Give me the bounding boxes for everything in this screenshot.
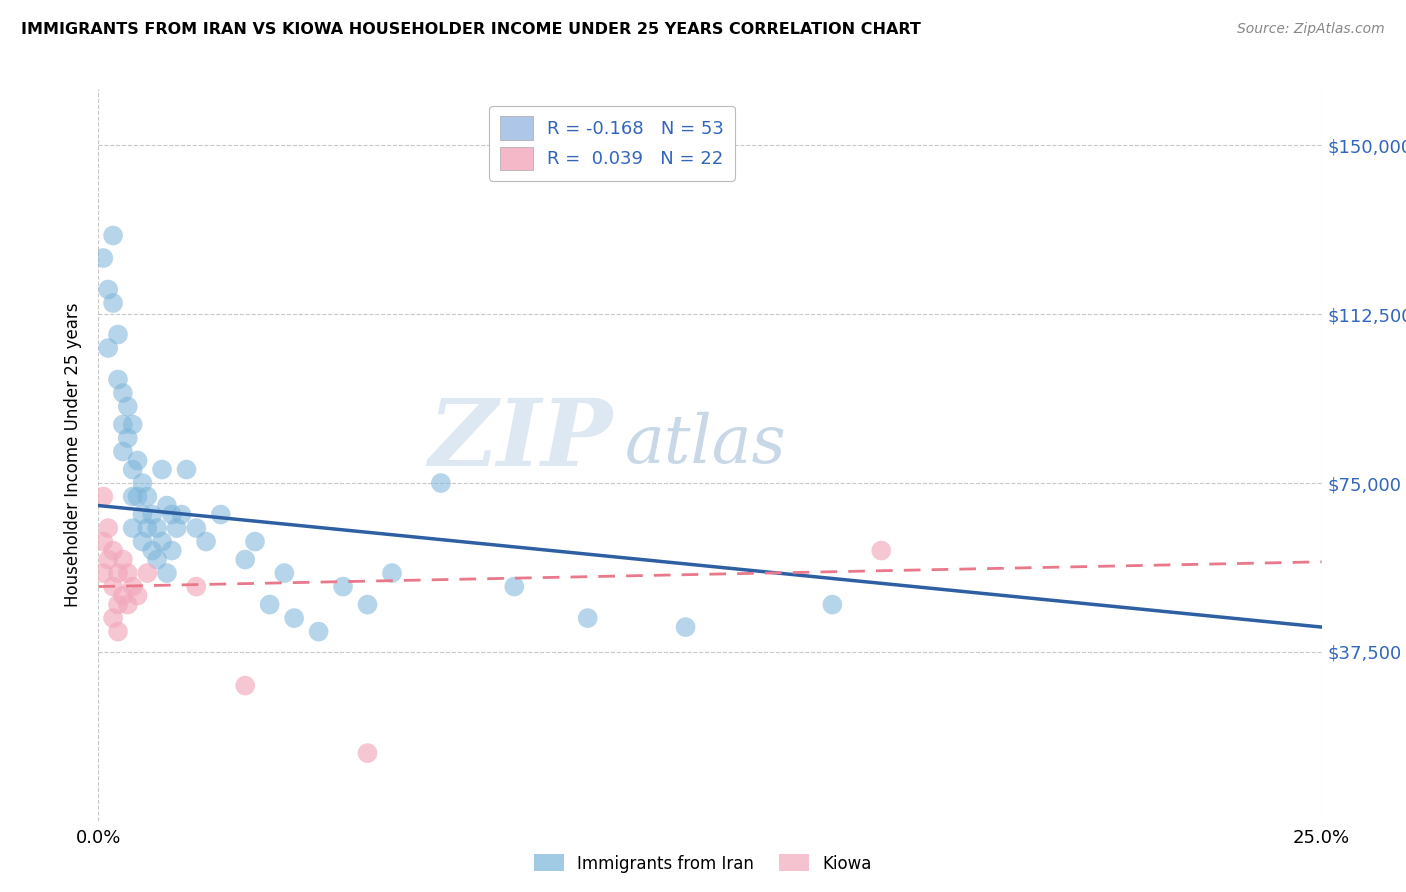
Point [127, 589, 149, 603]
Point [121, 490, 143, 504]
Point [308, 624, 330, 639]
Point [107, 372, 129, 386]
Point [160, 508, 183, 522]
Point [101, 296, 124, 310]
Point [136, 566, 159, 580]
Point [503, 580, 526, 594]
Point [283, 611, 305, 625]
Point [97, 341, 120, 355]
Point [356, 598, 378, 612]
Point [101, 580, 124, 594]
Point [121, 580, 143, 594]
Point [146, 552, 169, 566]
Point [136, 521, 159, 535]
Point [136, 490, 159, 504]
Point [176, 462, 198, 476]
Point [381, 566, 404, 580]
Point [821, 598, 844, 612]
Point [127, 490, 149, 504]
Point [117, 400, 139, 414]
Point [209, 508, 232, 522]
Text: IMMIGRANTS FROM IRAN VS KIOWA HOUSEHOLDER INCOME UNDER 25 YEARS CORRELATION CHAR: IMMIGRANTS FROM IRAN VS KIOWA HOUSEHOLDE… [21, 22, 921, 37]
Point [150, 462, 173, 476]
Text: atlas: atlas [624, 411, 786, 476]
Point [675, 620, 697, 634]
Point [166, 521, 188, 535]
Point [111, 552, 134, 566]
Point [243, 534, 266, 549]
Legend: Immigrants from Iran, Kiowa: Immigrants from Iran, Kiowa [527, 847, 879, 880]
Point [332, 580, 354, 594]
Point [91, 251, 114, 265]
Point [160, 543, 183, 558]
Point [259, 598, 281, 612]
Point [356, 746, 378, 760]
Point [117, 566, 139, 580]
Point [101, 611, 124, 625]
Point [107, 566, 129, 580]
Point [111, 589, 134, 603]
Point [101, 228, 124, 243]
Point [870, 543, 893, 558]
Point [111, 386, 134, 401]
Point [141, 543, 163, 558]
Point [107, 598, 129, 612]
Point [117, 431, 139, 445]
Text: Source: ZipAtlas.com: Source: ZipAtlas.com [1237, 22, 1385, 37]
Point [101, 543, 124, 558]
Point [107, 624, 129, 639]
Point [91, 490, 114, 504]
Point [111, 444, 134, 458]
Text: ZIP: ZIP [427, 395, 612, 485]
Point [121, 417, 143, 432]
Point [131, 534, 153, 549]
Point [121, 521, 143, 535]
Point [233, 552, 256, 566]
Point [121, 462, 143, 476]
Point [233, 679, 256, 693]
Point [107, 327, 129, 342]
Point [141, 508, 163, 522]
Point [97, 552, 120, 566]
Point [91, 566, 114, 580]
Y-axis label: Householder Income Under 25 years: Householder Income Under 25 years [65, 302, 83, 607]
Point [111, 417, 134, 432]
Point [146, 521, 169, 535]
Point [97, 521, 120, 535]
Point [273, 566, 295, 580]
Legend: R = -0.168   N = 53, R =  0.039   N = 22: R = -0.168 N = 53, R = 0.039 N = 22 [489, 105, 735, 181]
Point [156, 566, 179, 580]
Point [170, 508, 193, 522]
Point [195, 534, 218, 549]
Point [430, 476, 453, 491]
Point [131, 476, 153, 491]
Point [127, 453, 149, 467]
Point [156, 499, 179, 513]
Point [576, 611, 599, 625]
Point [117, 598, 139, 612]
Point [131, 508, 153, 522]
Point [97, 283, 120, 297]
Point [186, 580, 208, 594]
Point [150, 534, 173, 549]
Point [186, 521, 208, 535]
Point [91, 534, 114, 549]
